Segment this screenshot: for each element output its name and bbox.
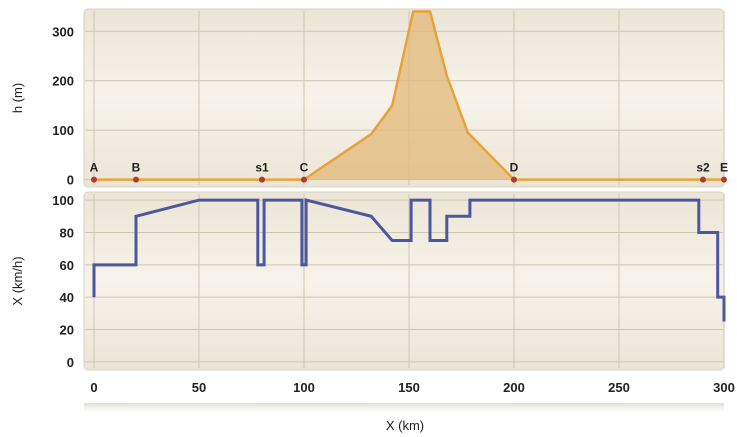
marker-point-s1 [259, 176, 265, 183]
x-tick-label: 150 [398, 380, 420, 395]
elevation-profile [94, 10, 724, 181]
speed-y-ticks: 0 20 40 60 80 100 [52, 193, 74, 370]
x-axis-ticks: 0 50 100 150 200 250 300 [90, 380, 734, 395]
marker-label-s1: s1 [255, 161, 269, 175]
speed-line [92, 198, 726, 322]
speed-y-tick-label: 40 [60, 290, 74, 305]
elevation-y-ticks: 0 100 200 300 [52, 24, 74, 187]
speed-y-tick-label: 100 [52, 193, 74, 208]
marker-label-A: A [90, 161, 99, 175]
marker-label-D: D [510, 161, 519, 175]
x-tick-label: 100 [293, 380, 315, 395]
marker-label-E: E [720, 161, 728, 175]
elevation-line [94, 10, 724, 181]
speed-y-tick-label: 80 [60, 225, 74, 240]
elevation-y-tick-label: 200 [52, 74, 74, 89]
elevation-y-tick-label: 0 [67, 173, 74, 188]
speed-y-tick-label: 20 [60, 323, 74, 338]
speed-panel-background [83, 191, 725, 371]
marker-point-A [91, 176, 97, 183]
marker-label-C: C [300, 161, 309, 175]
axis-shadow [84, 403, 724, 415]
elevation-y-axis-label: h (m) [10, 83, 25, 113]
marker-point-E [721, 176, 727, 183]
speed-y-axis-label: X (km/h) [10, 256, 25, 305]
speed-y-tick-label: 60 [60, 258, 74, 273]
marker-point-s2 [700, 176, 706, 183]
elevation-area-fill [94, 11, 724, 180]
x-tick-label: 0 [90, 380, 97, 395]
marker-point-D [511, 176, 517, 183]
elevation-y-tick-label: 300 [52, 24, 74, 39]
x-axis-label: X (km) [386, 418, 424, 433]
marker-point-B [133, 176, 139, 183]
x-tick-label: 200 [503, 380, 525, 395]
marker-point-C [301, 176, 307, 183]
marker-label-s2: s2 [696, 161, 710, 175]
marker-label-B: B [132, 161, 141, 175]
x-tick-label: 300 [713, 380, 735, 395]
speed-y-tick-label: 0 [67, 355, 74, 370]
elevation-y-tick-label: 100 [52, 123, 74, 138]
x-tick-label: 50 [192, 380, 206, 395]
x-tick-label: 250 [608, 380, 630, 395]
speed-profile [92, 198, 726, 322]
speed-panel: 0 20 40 60 80 100 0 50 100 150 200 250 300 X (km/h)… [10, 191, 735, 433]
